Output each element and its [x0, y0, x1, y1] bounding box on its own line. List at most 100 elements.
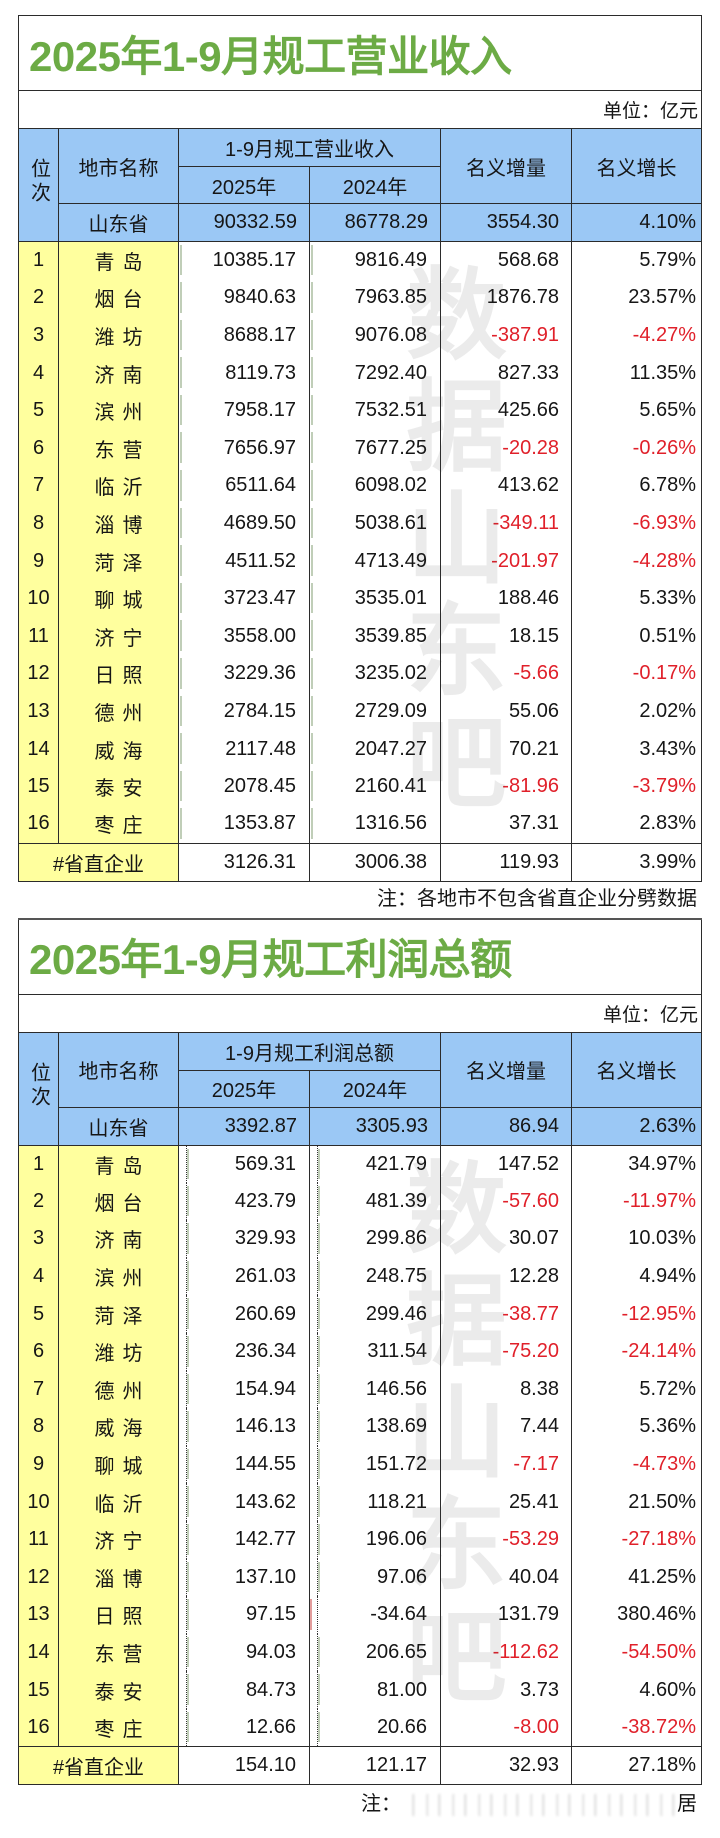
rank-cell: 6: [18, 429, 59, 468]
city-rows: 1 青岛 569.31 421.79 147.52 34.97% 2 烟台 42…: [18, 1145, 703, 1747]
value-2024-cell: 7677.25: [309, 429, 441, 468]
header-subrow: 2025年 2024年: [19, 166, 702, 204]
city-name-cell: 日照: [58, 1596, 179, 1634]
value-2024-cell: 118.21: [309, 1483, 441, 1521]
bar-axis-line: [317, 1483, 318, 1521]
value-2024: 7292.40: [354, 361, 427, 384]
data-bar-2025: [180, 357, 182, 388]
value-2025-cell: 7656.97: [178, 429, 310, 468]
data-bar-2024: [310, 1599, 312, 1630]
growth-cell: 5.79%: [570, 241, 703, 280]
province-growth: 4.10%: [570, 203, 703, 242]
value-2024-cell: 2160.41: [309, 767, 441, 806]
provincial-enterprises-label: #省直企业: [18, 1746, 179, 1785]
increment-cell: 425.66: [440, 391, 572, 430]
rank-header: 位次: [18, 1031, 59, 1146]
rank-cell: 2: [18, 1182, 59, 1221]
table-row: 13 日照 97.15 -34.64 131.79 380.46%: [18, 1596, 703, 1634]
city-name-cell: 青岛: [58, 1145, 179, 1183]
data-bar-2025: [180, 470, 182, 501]
value-2025: 8688.17: [223, 323, 296, 346]
provincial-growth: 27.18%: [570, 1746, 703, 1785]
growth-cell: -3.79%: [570, 767, 703, 806]
value-2024-cell: 2047.27: [309, 730, 441, 768]
value-2025-cell: 137.10: [178, 1558, 310, 1597]
increment-cell: -20.28: [440, 429, 572, 468]
value-2025-cell: 261.03: [178, 1257, 310, 1296]
rank-cell: 7: [18, 467, 59, 505]
city-name-cell: 临沂: [58, 467, 179, 505]
growth-cell: -4.28%: [570, 542, 703, 580]
rank-header: 位次: [18, 128, 59, 242]
provincial-2025: 3126.31: [178, 842, 310, 882]
growth-cell: -6.93%: [570, 504, 703, 543]
city-name-cell: 泰安: [58, 767, 179, 806]
blurred-footnote-text: [403, 1793, 675, 1816]
city-name-cell: 潍坊: [58, 1332, 179, 1371]
provincial-increment: 119.93: [440, 842, 572, 882]
value-2024-cell: 311.54: [309, 1332, 441, 1371]
city-name-cell: 济南: [58, 354, 179, 392]
province-2025: 90332.59: [178, 203, 310, 242]
increment-cell: -112.62: [440, 1633, 572, 1672]
value-2025: 3723.47: [223, 587, 296, 610]
provincial-growth: 3.99%: [570, 842, 703, 882]
table-title: 2025年1-9月规工营业收入: [17, 15, 703, 91]
city-name-cell: 淄博: [58, 1558, 179, 1597]
city-name-cell: 东营: [58, 429, 179, 468]
value-2025-cell: 423.79: [178, 1182, 310, 1221]
value-2024-cell: 299.46: [309, 1295, 441, 1333]
year-2024-header: 2024年: [309, 1069, 441, 1108]
bar-axis-line: [317, 1145, 318, 1183]
value-2024: 97.06: [376, 1565, 427, 1588]
city-name-cell: 德州: [58, 692, 179, 731]
growth-cell: -4.27%: [570, 316, 703, 355]
table-row: 9 聊城 144.55 151.72 -7.17 -4.73%: [18, 1445, 703, 1484]
growth-cell: 3.43%: [570, 730, 703, 768]
bar-axis-line: [186, 1370, 187, 1409]
value-2024: 196.06: [365, 1528, 427, 1551]
value-2025-cell: 84.73: [178, 1671, 310, 1709]
rank-cell: 9: [18, 542, 59, 580]
increment-cell: 12.28: [440, 1257, 572, 1296]
value-2025: 142.77: [234, 1528, 296, 1551]
growth-cell: 380.46%: [570, 1596, 703, 1634]
value-2025: 97.15: [245, 1603, 296, 1626]
provincial-enterprises-row: #省直企业 154.10 121.17 32.93 27.18%: [18, 1746, 703, 1785]
growth-cell: 5.65%: [570, 391, 703, 430]
rank-cell: 10: [18, 1483, 59, 1521]
value-2025-cell: 12.66: [178, 1708, 310, 1747]
table-row: 1 青岛 569.31 421.79 147.52 34.97%: [18, 1145, 703, 1183]
value-2025: 137.10: [234, 1565, 296, 1588]
value-2024-cell: 146.56: [309, 1370, 441, 1409]
data-bar-2025: [187, 1148, 189, 1179]
data-bar-2024: [318, 1674, 320, 1705]
footnote-prefix: 注：: [361, 1793, 401, 1815]
data-bar-2025: [187, 1486, 189, 1517]
revenue-table: 2025年1-9月规工营业收入 单位：亿元 位次 地市名称 1-9月规工营业收入…: [17, 15, 703, 882]
value-2024: 1316.56: [354, 812, 427, 835]
value-2025: 84.73: [245, 1678, 296, 1701]
data-bar-2024: [318, 1636, 320, 1668]
increment-cell: 30.07: [440, 1220, 572, 1258]
growth-cell: -0.26%: [570, 429, 703, 468]
table-row: 5 菏泽 260.69 299.46 -38.77 -12.95%: [18, 1295, 703, 1333]
value-2025: 3558.00: [223, 624, 296, 647]
value-2025-cell: 3558.00: [178, 617, 310, 656]
value-2024: -34.64: [370, 1603, 427, 1626]
value-2025: 261.03: [234, 1265, 296, 1288]
value-2025: 569.31: [234, 1152, 296, 1175]
data-bar-2025: [187, 1636, 189, 1668]
value-2025-cell: 9840.63: [178, 279, 310, 317]
value-2024-cell: 3535.01: [309, 579, 441, 618]
value-2024-cell: 248.75: [309, 1257, 441, 1296]
value-2025: 10385.17: [212, 249, 296, 272]
city-name-cell: 滨州: [58, 391, 179, 430]
rank-cell: 9: [18, 1445, 59, 1484]
data-bar-2024: [318, 1185, 320, 1217]
growth-cell: 2.83%: [570, 805, 703, 843]
bar-axis-line: [186, 1633, 187, 1672]
increment-cell: -75.20: [440, 1332, 572, 1371]
increment-cell: 3.73: [440, 1671, 572, 1709]
data-bar-2025: [187, 1711, 189, 1742]
